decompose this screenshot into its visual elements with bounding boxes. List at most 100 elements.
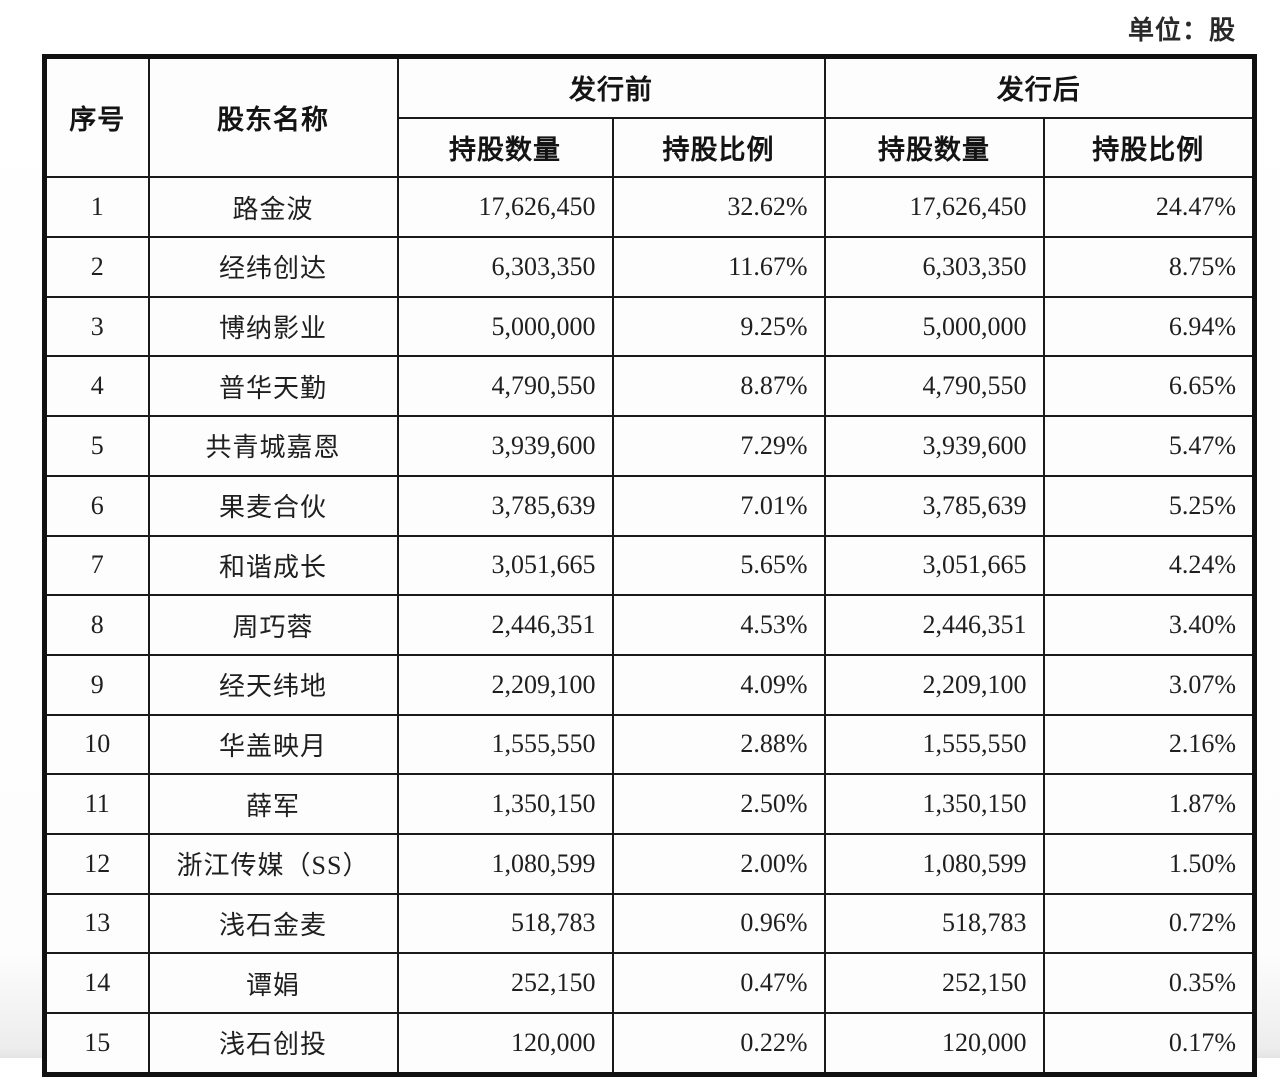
col-header-after-ratio: 持股比例 [1042, 116, 1256, 179]
row-index: 14 [43, 952, 150, 1014]
before-ratio: 0.22% [611, 1011, 826, 1076]
before-ratio: 5.65% [611, 534, 826, 597]
before-ratio: 4.53% [611, 594, 826, 656]
before-ratio: 2.88% [611, 713, 826, 776]
after-qty: 6,303,350 [823, 236, 1045, 298]
row-index: 3 [43, 295, 150, 358]
table-row: 13 浅石金麦 518,783 0.96% 518,783 0.72% [43, 892, 1256, 955]
row-index: 9 [43, 653, 150, 716]
after-ratio: 24.47% [1042, 176, 1256, 239]
after-ratio: 8.75% [1042, 236, 1256, 298]
table-row: 12 浙江传媒（SS） 1,080,599 2.00% 1,080,599 1.50% [43, 832, 1256, 895]
before-qty: 2,446,351 [396, 594, 614, 656]
after-ratio: 1.87% [1042, 773, 1256, 835]
shareholder-name: 经纬创达 [147, 236, 399, 298]
before-qty: 3,051,665 [396, 534, 614, 597]
shareholder-name: 谭娟 [147, 952, 399, 1014]
unit-label: 单位：股 [1127, 16, 1236, 45]
after-qty: 1,350,150 [823, 773, 1045, 835]
after-qty: 4,790,550 [823, 355, 1045, 418]
shareholder-name: 周巧蓉 [147, 594, 399, 656]
before-qty: 3,785,639 [396, 474, 614, 537]
after-ratio: 3.07% [1042, 653, 1256, 716]
table-row: 4 普华天勤 4,790,550 8.87% 4,790,550 6.65% [43, 355, 1256, 418]
after-qty: 3,785,639 [823, 474, 1045, 537]
col-header-before-issuance: 发行前 [396, 55, 826, 119]
before-qty: 6,303,350 [396, 236, 614, 298]
table-row: 5 共青城嘉恩 3,939,600 7.29% 3,939,600 5.47% [43, 415, 1256, 477]
after-ratio: 5.47% [1042, 415, 1256, 477]
row-index: 6 [43, 474, 150, 537]
after-ratio: 4.24% [1042, 534, 1256, 597]
table-row: 6 果麦合伙 3,785,639 7.01% 3,785,639 5.25% [43, 474, 1256, 537]
after-ratio: 6.94% [1042, 295, 1256, 358]
row-index: 8 [43, 594, 150, 656]
table-row: 11 薛军 1,350,150 2.50% 1,350,150 1.87% [43, 773, 1256, 835]
after-ratio: 0.35% [1042, 952, 1256, 1014]
before-qty: 120,000 [396, 1011, 614, 1076]
table-row: 3 博纳影业 5,000,000 9.25% 5,000,000 6.94% [43, 295, 1256, 358]
row-index: 13 [43, 892, 150, 955]
shareholder-name: 经天纬地 [147, 653, 399, 716]
after-ratio: 3.40% [1042, 594, 1256, 656]
shareholder-name: 路金波 [147, 176, 399, 239]
header-row-top: 序号 股东名称 发行前 发行后 [43, 55, 1256, 179]
after-ratio: 1.50% [1042, 832, 1256, 895]
after-ratio: 2.16% [1042, 713, 1256, 776]
row-index: 7 [43, 534, 150, 597]
before-qty: 2,209,100 [396, 653, 614, 716]
before-ratio: 32.62% [611, 176, 826, 239]
after-qty: 3,939,600 [823, 415, 1045, 477]
after-ratio: 5.25% [1042, 474, 1256, 537]
after-qty: 518,783 [823, 892, 1045, 955]
after-qty: 2,209,100 [823, 653, 1045, 716]
before-ratio: 7.01% [611, 474, 826, 537]
before-qty: 252,150 [396, 952, 614, 1014]
before-ratio: 2.00% [611, 832, 826, 895]
shareholder-table: 序号 股东名称 发行前 发行后 持股数量 持股比例 持股数量 持股比例 1 路金波… [42, 54, 1257, 1077]
shareholder-name: 薛军 [147, 773, 399, 835]
row-index: 2 [43, 236, 150, 298]
header-row-sub: 持股数量 持股比例 持股数量 持股比例 [45, 116, 1256, 179]
before-ratio: 8.87% [611, 355, 826, 418]
table-row: 9 经天纬地 2,209,100 4.09% 2,209,100 3.07% [43, 653, 1256, 716]
row-index: 10 [43, 713, 150, 776]
after-qty: 5,000,000 [823, 295, 1045, 358]
before-qty: 1,555,550 [396, 713, 614, 776]
before-qty: 4,790,550 [396, 355, 614, 418]
shareholder-name: 华盖映月 [147, 713, 399, 776]
after-qty: 3,051,665 [823, 534, 1045, 597]
shareholder-name: 浅石金麦 [147, 892, 399, 955]
row-index: 15 [43, 1011, 150, 1076]
row-index: 5 [43, 415, 150, 477]
after-ratio: 6.65% [1042, 355, 1256, 418]
col-header-before-ratio: 持股比例 [611, 116, 826, 179]
table-row: 7 和谐成长 3,051,665 5.65% 3,051,665 4.24% [43, 534, 1256, 597]
before-ratio: 0.96% [611, 892, 826, 955]
after-qty: 1,080,599 [823, 832, 1045, 895]
table-row: 15 浅石创投 120,000 0.22% 120,000 0.17% [43, 1011, 1256, 1076]
shareholder-name: 和谐成长 [147, 534, 399, 597]
table-body: 1 路金波 17,626,450 32.62% 17,626,450 24.47% 2 经纬创… [43, 176, 1256, 1076]
before-ratio: 7.29% [611, 415, 826, 477]
before-ratio: 0.47% [611, 952, 826, 1014]
shareholder-name: 普华天勤 [147, 355, 399, 418]
before-qty: 3,939,600 [396, 415, 614, 477]
table-row: 2 经纬创达 6,303,350 11.67% 6,303,350 8.75% [43, 236, 1256, 298]
col-header-shareholder-name: 股东名称 [147, 55, 399, 179]
after-qty: 17,626,450 [823, 176, 1045, 239]
col-header-index: 序号 [43, 55, 150, 179]
col-header-after-issuance: 发行后 [823, 55, 1256, 119]
col-header-after-qty: 持股数量 [823, 116, 1045, 179]
table-row: 14 谭娟 252,150 0.47% 252,150 0.35% [43, 952, 1256, 1014]
before-qty: 518,783 [396, 892, 614, 955]
shareholder-name: 浅石创投 [147, 1011, 399, 1076]
shareholder-name: 博纳影业 [147, 295, 399, 358]
table-row: 1 路金波 17,626,450 32.62% 17,626,450 24.47% [43, 176, 1256, 239]
before-qty: 5,000,000 [396, 295, 614, 358]
col-header-before-qty: 持股数量 [396, 116, 614, 179]
row-index: 11 [43, 773, 150, 835]
table-header: 序号 股东名称 发行前 发行后 持股数量 持股比例 持股数量 持股比例 [43, 55, 1256, 179]
shareholder-name: 果麦合伙 [147, 474, 399, 537]
shareholder-name: 共青城嘉恩 [147, 415, 399, 477]
